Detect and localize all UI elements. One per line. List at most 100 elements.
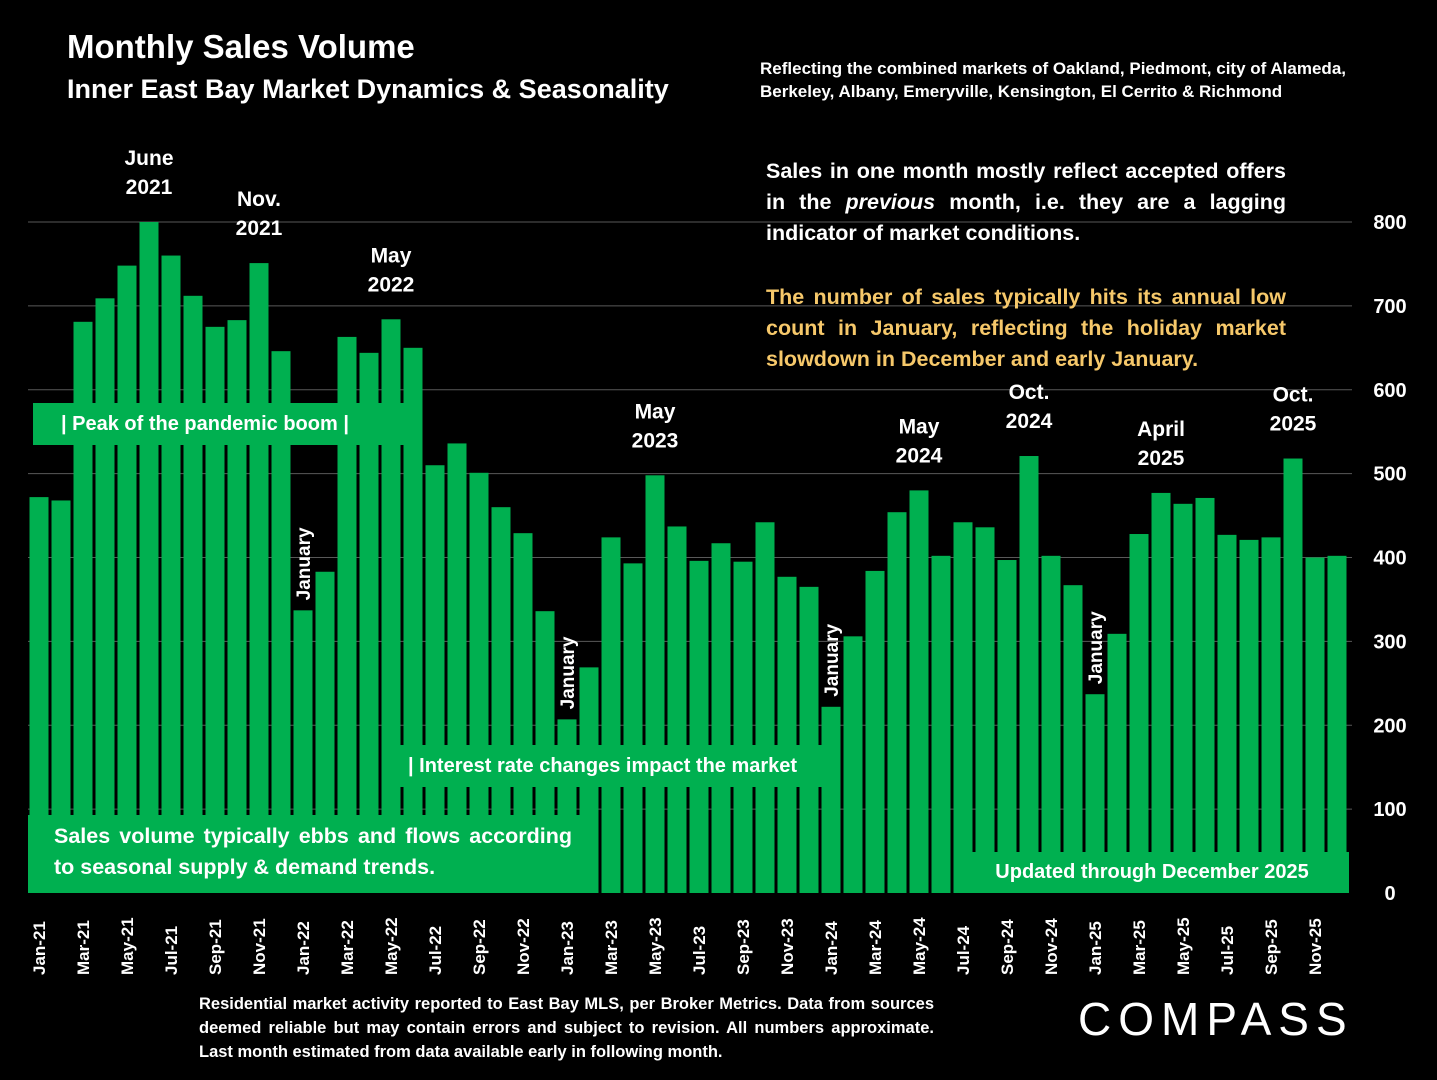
x-tick-label: Mar-23 bbox=[602, 920, 621, 975]
bar-dec-24 bbox=[1063, 585, 1083, 893]
bar-mar-21 bbox=[73, 321, 93, 893]
bar-apr-23 bbox=[623, 563, 643, 893]
bar-oct-25 bbox=[1283, 458, 1303, 893]
x-tick-label: Jul-23 bbox=[690, 926, 709, 975]
compass-logo: COMPASS bbox=[1078, 993, 1354, 1045]
bar-may-21 bbox=[117, 265, 137, 893]
january-label: January bbox=[294, 527, 315, 600]
bar-may-22 bbox=[381, 319, 401, 893]
x-tick-label: Mar-24 bbox=[866, 920, 885, 975]
bar-jan-25 bbox=[1085, 694, 1105, 893]
peak-annotation: May bbox=[635, 400, 676, 423]
y-tick-label: 500 bbox=[1373, 464, 1406, 486]
bar-sep-23 bbox=[733, 561, 753, 893]
source-footnote: Residential market activity reported to … bbox=[199, 995, 934, 1061]
bar-oct-24 bbox=[1019, 456, 1039, 893]
y-tick-label: 0 bbox=[1384, 883, 1395, 905]
x-tick-label: Jan-25 bbox=[1086, 921, 1105, 975]
bar-oct-22 bbox=[491, 507, 511, 893]
x-tick-label: Jul-25 bbox=[1218, 926, 1237, 975]
peak-annotation: April bbox=[1137, 418, 1185, 441]
bar-nov-22 bbox=[513, 533, 533, 893]
commentary-january: The number of sales typically hits its a… bbox=[766, 285, 1286, 371]
bar-nov-23 bbox=[777, 576, 797, 893]
bar-apr-22 bbox=[359, 352, 379, 894]
bar-feb-22 bbox=[315, 571, 335, 893]
bar-jan-24 bbox=[821, 706, 841, 893]
x-tick-label: May-25 bbox=[1174, 917, 1193, 975]
peak-annotation: May bbox=[371, 244, 412, 267]
x-tick-label: Sep-21 bbox=[206, 919, 225, 975]
bar-aug-21 bbox=[183, 295, 203, 893]
bar-dec-21 bbox=[271, 351, 291, 894]
x-tick-label: May-22 bbox=[382, 917, 401, 975]
bar-dec-23 bbox=[799, 586, 819, 893]
x-tick-label: Nov-23 bbox=[778, 918, 797, 975]
seasonal-box: Sales volume typically ebbs and flows ac… bbox=[28, 815, 598, 893]
bar-oct-21 bbox=[227, 320, 247, 893]
bar-apr-21 bbox=[95, 298, 115, 893]
peak-annotation: 2025 bbox=[1138, 447, 1185, 470]
bar-sep-22 bbox=[469, 472, 489, 893]
bar-aug-23 bbox=[711, 543, 731, 893]
x-tick-label: Mar-21 bbox=[74, 920, 93, 975]
bar-jan-21 bbox=[29, 497, 49, 893]
bar-sep-25 bbox=[1261, 537, 1281, 893]
bar-mar-24 bbox=[865, 570, 885, 893]
x-tick-label: Sep-22 bbox=[470, 919, 489, 975]
commentary-emphasis: previous bbox=[845, 190, 936, 214]
commentary-text: Sales in one month mostly reflect accept… bbox=[766, 159, 1286, 214]
bar-oct-23 bbox=[755, 522, 775, 893]
peak-annotation: Oct. bbox=[1273, 384, 1314, 407]
peak-annotation: 2024 bbox=[896, 444, 943, 467]
bar-jun-24 bbox=[931, 555, 951, 893]
bar-apr-24 bbox=[887, 512, 907, 893]
peak-annotation: May bbox=[899, 415, 940, 438]
bar-sep-21 bbox=[205, 326, 225, 893]
commentary-lagging: Sales in one month mostly reflect accept… bbox=[766, 156, 1286, 249]
x-tick-label: Nov-24 bbox=[1042, 918, 1061, 975]
bar-feb-21 bbox=[51, 500, 71, 893]
x-tick-label: Jul-24 bbox=[954, 925, 973, 975]
y-tick-label: 700 bbox=[1373, 296, 1406, 318]
bar-nov-25 bbox=[1305, 557, 1325, 893]
bar-jul-23 bbox=[689, 560, 709, 893]
bar-nov-21 bbox=[249, 263, 269, 893]
x-tick-label: Sep-25 bbox=[1262, 919, 1281, 975]
peak-annotation: 2021 bbox=[236, 217, 283, 240]
bar-may-23 bbox=[645, 475, 665, 893]
x-tick-label: Mar-22 bbox=[338, 920, 357, 975]
january-label: January bbox=[822, 623, 843, 696]
bar-jun-21 bbox=[139, 222, 159, 893]
y-tick-label: 200 bbox=[1373, 715, 1406, 737]
peak-annotation: Nov. bbox=[237, 188, 281, 211]
pandemic-boom-box: | Peak of the pandemic boom | bbox=[33, 403, 420, 445]
x-tick-label: Jan-21 bbox=[30, 921, 49, 975]
x-tick-label: Nov-25 bbox=[1306, 918, 1325, 975]
y-tick-label: 600 bbox=[1373, 380, 1406, 402]
x-tick-label: May-21 bbox=[118, 917, 137, 975]
x-tick-label: Jul-22 bbox=[426, 926, 445, 975]
peak-annotation: 2025 bbox=[1270, 413, 1317, 436]
x-tick-label: Jan-23 bbox=[558, 921, 577, 975]
peak-annotation: Oct. bbox=[1009, 381, 1050, 404]
january-label: January bbox=[558, 636, 579, 709]
peak-annotation: 2022 bbox=[368, 273, 415, 296]
y-tick-label: 400 bbox=[1373, 548, 1406, 570]
bar-feb-25 bbox=[1107, 633, 1127, 893]
bar-jul-21 bbox=[161, 255, 181, 894]
x-tick-label: Jan-22 bbox=[294, 921, 313, 975]
x-tick-label: Sep-24 bbox=[998, 919, 1017, 975]
interest-rate-box: | Interest rate changes impact the marke… bbox=[398, 745, 838, 787]
x-tick-label: May-23 bbox=[646, 917, 665, 975]
x-tick-label: Sep-23 bbox=[734, 919, 753, 975]
x-tick-label: Mar-25 bbox=[1130, 920, 1149, 975]
bar-jul-24 bbox=[953, 522, 973, 893]
bar-may-25 bbox=[1173, 503, 1193, 893]
chart-title: Monthly Sales Volume bbox=[67, 28, 415, 65]
bar-jul-25 bbox=[1217, 534, 1237, 893]
x-tick-label: Jul-21 bbox=[162, 926, 181, 975]
bar-jun-23 bbox=[667, 526, 687, 893]
peak-annotation: 2023 bbox=[632, 429, 679, 452]
